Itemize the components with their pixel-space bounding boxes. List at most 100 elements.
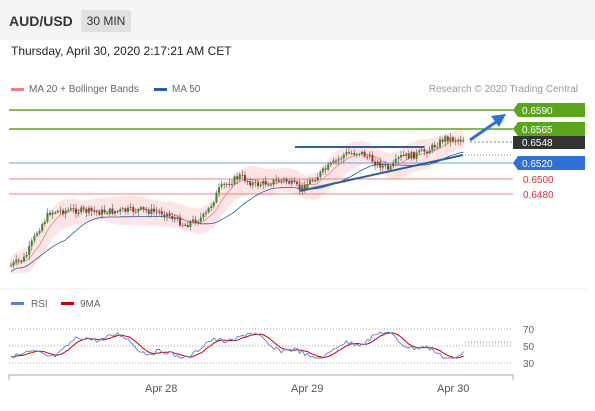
candle-body bbox=[449, 137, 452, 142]
candle-body bbox=[147, 210, 150, 214]
candle-body bbox=[20, 260, 23, 262]
candle-body bbox=[85, 208, 88, 213]
candle-body bbox=[283, 178, 285, 181]
candle-body bbox=[171, 216, 174, 220]
candle-body bbox=[311, 180, 314, 182]
candle-body bbox=[38, 230, 41, 234]
candle-body bbox=[158, 211, 161, 213]
candle-body bbox=[410, 152, 413, 159]
candle-body bbox=[231, 183, 233, 186]
rsi-tick-30: 30 bbox=[523, 359, 535, 370]
level-tag-6565: 0.6565 bbox=[513, 122, 585, 136]
candle-body bbox=[46, 212, 49, 222]
level-value-6520: 0.6520 bbox=[522, 159, 553, 170]
candle-body bbox=[251, 182, 254, 186]
candle-body bbox=[441, 139, 444, 142]
candle-body bbox=[415, 152, 418, 159]
candle-body bbox=[199, 217, 202, 222]
candle-body bbox=[376, 161, 379, 166]
candle-body bbox=[374, 161, 376, 166]
candle-body bbox=[329, 162, 332, 165]
level-value-6500: 0.6500 bbox=[523, 175, 554, 186]
bollinger-band-area bbox=[11, 128, 464, 275]
ma9-label: 9MA bbox=[80, 299, 101, 310]
candle-body bbox=[418, 150, 421, 153]
candle-body bbox=[423, 149, 426, 152]
candle-body bbox=[75, 208, 77, 214]
candle-body bbox=[236, 176, 239, 180]
candle-body bbox=[184, 224, 187, 226]
candle-body bbox=[210, 206, 213, 209]
candle-body bbox=[433, 144, 436, 148]
candle-body bbox=[108, 208, 111, 214]
candle-body bbox=[262, 180, 265, 185]
candle-body bbox=[459, 140, 462, 142]
candle-body bbox=[420, 149, 423, 151]
candle-body bbox=[332, 160, 335, 163]
ma50-line bbox=[10, 151, 464, 272]
candle-body bbox=[244, 175, 246, 182]
candle-body bbox=[413, 152, 415, 159]
candle-body bbox=[121, 208, 124, 210]
candle-body bbox=[348, 152, 350, 154]
interval-button[interactable]: 30 MIN bbox=[81, 10, 131, 32]
candlesticks bbox=[10, 133, 465, 269]
candle-body bbox=[371, 155, 374, 162]
candle-body bbox=[436, 146, 439, 148]
rsi-label: RSI bbox=[31, 299, 48, 310]
candle-body bbox=[381, 165, 384, 168]
candle-body bbox=[309, 180, 311, 184]
candle-body bbox=[192, 219, 194, 222]
candle-body bbox=[272, 179, 275, 185]
candle-body bbox=[176, 217, 179, 219]
candle-body bbox=[257, 182, 259, 187]
candle-body bbox=[17, 259, 20, 261]
candle-body bbox=[379, 161, 382, 168]
level-tag-6548: 0.6548 bbox=[513, 136, 585, 149]
candle-body bbox=[306, 183, 309, 189]
candle-body bbox=[389, 166, 392, 170]
candle-body bbox=[181, 224, 184, 226]
rsi-swatch bbox=[11, 302, 24, 305]
candle-body bbox=[25, 254, 28, 257]
candle-body bbox=[98, 211, 101, 215]
candle-body bbox=[368, 155, 371, 157]
ma9-swatch bbox=[61, 302, 74, 305]
candle-body bbox=[33, 235, 36, 241]
candle-body bbox=[444, 136, 447, 142]
candle-body bbox=[405, 153, 408, 156]
candle-body bbox=[205, 212, 207, 214]
candle-body bbox=[142, 207, 145, 210]
candle-body bbox=[228, 183, 231, 186]
candle-body bbox=[36, 233, 38, 236]
candle-body bbox=[163, 214, 166, 217]
candle-body bbox=[361, 151, 363, 154]
candle-body bbox=[249, 181, 252, 186]
candle-body bbox=[275, 179, 278, 181]
candle-body bbox=[350, 153, 353, 155]
candle-body bbox=[64, 210, 67, 214]
candle-body bbox=[134, 211, 137, 213]
candle-body bbox=[166, 213, 168, 217]
candle-body bbox=[69, 208, 72, 210]
x-tick-apr28: Apr 28 bbox=[145, 383, 177, 395]
candle-body bbox=[51, 212, 54, 215]
candle-body bbox=[132, 207, 135, 213]
candle-body bbox=[218, 187, 220, 193]
legend-ma50: MA 50 bbox=[154, 84, 200, 95]
candle-body bbox=[59, 210, 62, 212]
candle-body bbox=[288, 181, 291, 184]
candle-body bbox=[223, 183, 226, 185]
candle-body bbox=[259, 184, 262, 187]
candle-body bbox=[41, 224, 44, 231]
candle-body bbox=[428, 150, 431, 154]
candle-body bbox=[285, 178, 288, 182]
forecast-arrow-head bbox=[491, 114, 506, 127]
candle-body bbox=[280, 180, 283, 182]
chart-header: AUD/USD 30 MIN bbox=[0, 0, 595, 40]
candle-body bbox=[160, 211, 163, 215]
candle-body bbox=[220, 183, 223, 188]
candle-body bbox=[54, 212, 57, 214]
candle-body bbox=[277, 180, 280, 182]
